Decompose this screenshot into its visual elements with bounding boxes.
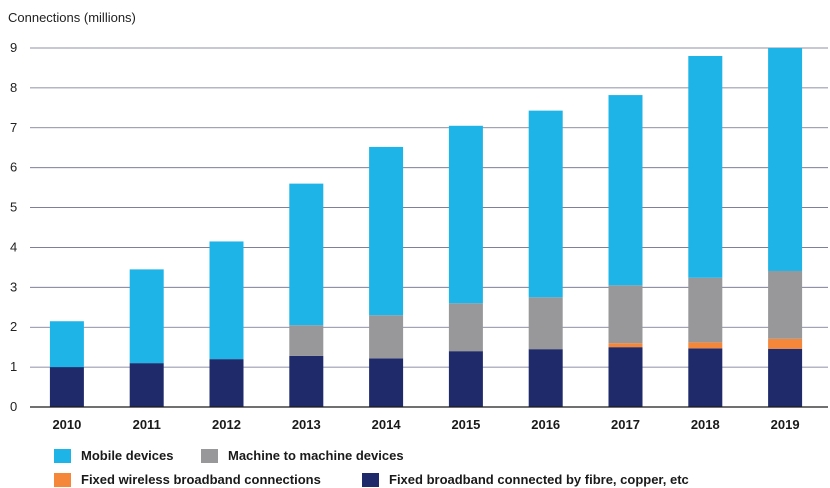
bar-segment <box>528 349 563 407</box>
x-tick-label: 2013 <box>292 417 321 432</box>
bar-segment <box>289 355 324 407</box>
x-tick-label: 2018 <box>691 417 720 432</box>
y-tick-label: 3 <box>10 279 17 294</box>
bar-segment <box>768 338 803 349</box>
bar-segment <box>129 269 164 364</box>
bar-segment <box>608 285 643 344</box>
bar-segment <box>528 297 563 350</box>
bar-segment <box>369 358 404 407</box>
bar-segment <box>289 325 324 356</box>
bar-segment <box>688 348 723 407</box>
bar-segment <box>608 95 643 286</box>
bar-segment <box>448 303 483 352</box>
bar-segment <box>49 321 84 368</box>
y-tick-label: 4 <box>10 239 17 254</box>
bar-segment <box>608 347 643 407</box>
bar-segment <box>448 125 483 304</box>
bar-segment <box>528 110 563 298</box>
bar-segment <box>369 315 404 359</box>
bar-segment <box>768 270 803 339</box>
x-tick-label: 2010 <box>52 417 81 432</box>
bar-segment <box>688 55 723 278</box>
x-tick-label: 2012 <box>212 417 241 432</box>
bar-segment <box>289 183 324 326</box>
bar-segment <box>369 146 404 316</box>
bar-segment <box>448 351 483 407</box>
bar-segment <box>688 277 723 343</box>
y-tick-label: 5 <box>10 200 17 215</box>
bar-segment <box>768 348 803 407</box>
y-tick-label: 7 <box>10 120 17 135</box>
x-tick-label: 2019 <box>771 417 800 432</box>
bar-segment <box>209 359 244 407</box>
y-tick-label: 0 <box>10 399 17 414</box>
bar-segment <box>129 363 164 407</box>
y-tick-label: 6 <box>10 160 17 175</box>
y-axis-title: Connections (millions) <box>8 10 136 25</box>
bar-segment <box>49 367 84 407</box>
y-tick-label: 9 <box>10 40 17 55</box>
bar-segment <box>209 241 244 360</box>
y-tick-label: 1 <box>10 359 17 374</box>
x-tick-label: 2016 <box>531 417 560 432</box>
x-tick-label: 2015 <box>451 417 480 432</box>
y-tick-label: 8 <box>10 80 17 95</box>
x-tick-label: 2014 <box>372 417 402 432</box>
x-tick-label: 2011 <box>133 417 161 432</box>
x-tick-label: 2017 <box>611 417 640 432</box>
bar-segment <box>608 343 643 348</box>
bar-segment <box>688 342 723 349</box>
bar-segment <box>768 48 803 271</box>
y-tick-label: 2 <box>10 319 17 334</box>
